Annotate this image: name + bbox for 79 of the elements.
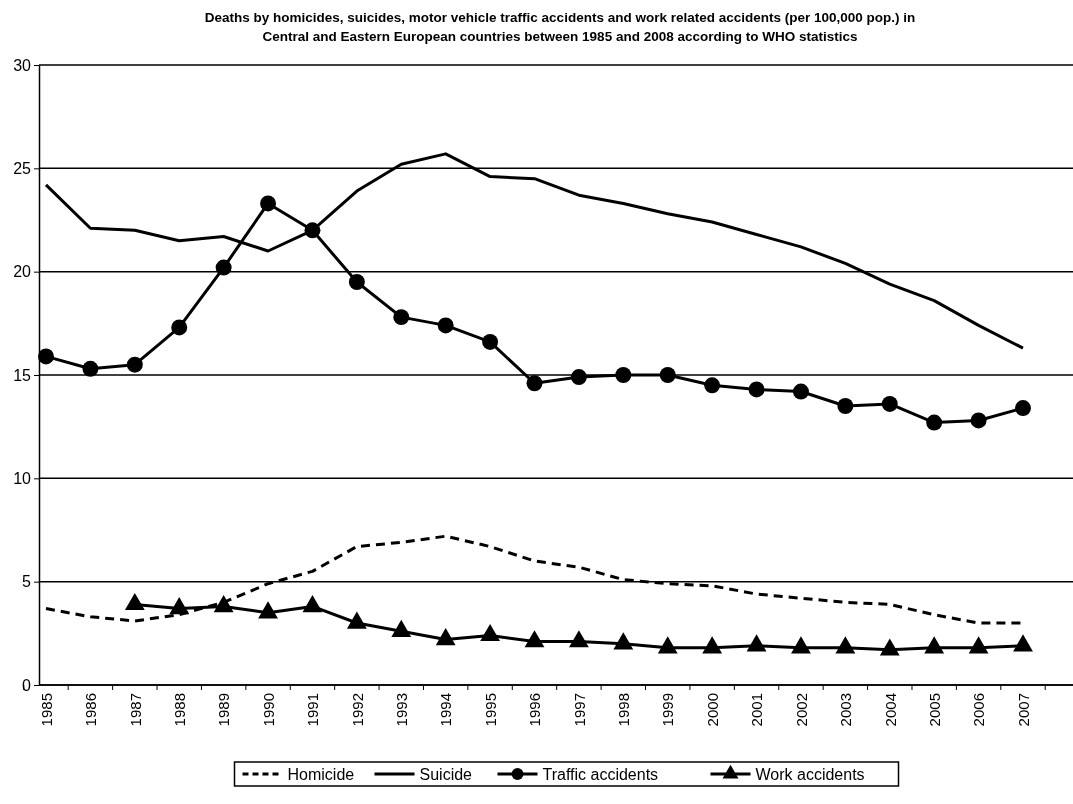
point <box>970 412 987 429</box>
point <box>38 348 54 365</box>
point <box>835 636 856 654</box>
x-tick-label: 1995 <box>481 693 499 727</box>
x-tick-label: 1989 <box>215 693 233 727</box>
x-tick-label: 2004 <box>881 693 899 727</box>
legend-label: Suicide <box>419 766 473 783</box>
point <box>391 619 412 637</box>
legend-label: Work accidents <box>755 766 865 783</box>
point <box>348 274 365 290</box>
point <box>657 636 678 654</box>
point <box>304 222 321 239</box>
point <box>171 319 188 336</box>
point <box>526 375 543 392</box>
x-tick-label: 2000 <box>703 693 721 727</box>
x-tick-label: 1990 <box>259 693 277 727</box>
x-tick-label: 1998 <box>615 693 633 727</box>
point <box>435 628 456 646</box>
point <box>746 634 767 652</box>
point <box>924 636 945 654</box>
x-tick-label: 1992 <box>348 693 366 727</box>
x-tick-label: 1997 <box>570 693 588 727</box>
point <box>837 398 854 414</box>
y-tick-label: 25 <box>13 159 32 177</box>
x-tick-label: 2005 <box>925 693 943 727</box>
y-tick-label: 20 <box>13 263 32 281</box>
point <box>659 367 676 383</box>
point <box>792 383 809 400</box>
point <box>879 638 900 656</box>
x-tick-label: 1991 <box>304 693 322 727</box>
legend-label: Homicide <box>287 766 355 783</box>
y-tick-label: 5 <box>22 573 32 591</box>
point <box>126 356 143 373</box>
x-tick-label: 2006 <box>970 693 988 727</box>
point <box>791 636 811 654</box>
point <box>748 381 765 398</box>
point <box>569 630 589 648</box>
x-tick-label: 1994 <box>437 693 455 727</box>
point <box>215 259 232 276</box>
point <box>480 623 500 642</box>
point <box>260 195 277 212</box>
point <box>346 611 367 629</box>
x-tick-label: 2007 <box>1014 693 1032 727</box>
point <box>704 377 721 394</box>
point <box>926 414 943 431</box>
point <box>82 360 99 377</box>
point <box>437 317 454 334</box>
point <box>524 630 545 648</box>
point <box>258 601 278 619</box>
x-tick-label: 1985 <box>37 693 55 727</box>
chart-title: Deaths by homicides, suicides, motor vehicle traffic accidents and work related accidents (per 100,000 pop.) in Central and Eastern European countries between 1985 and 2008 according to WHO statistics <box>204 10 916 44</box>
x-tick-label: 2001 <box>748 693 766 727</box>
point <box>124 592 145 611</box>
point <box>613 632 634 650</box>
x-tick-label: 2002 <box>792 693 810 727</box>
point <box>1015 400 1031 417</box>
x-tick-label: 1993 <box>393 693 411 727</box>
point <box>302 595 323 613</box>
point <box>881 395 898 412</box>
point <box>1013 634 1033 652</box>
point <box>968 636 989 654</box>
x-tick-label: 2003 <box>837 693 855 727</box>
y-tick-label: 30 <box>13 56 32 74</box>
legend-label: Traffic accidents <box>542 766 659 783</box>
x-tick-label: 1988 <box>170 693 188 727</box>
y-tick-label: 10 <box>13 469 32 487</box>
x-tick-label: 1987 <box>126 693 144 727</box>
point <box>615 367 632 383</box>
point <box>702 636 723 654</box>
point <box>570 369 587 386</box>
y-tick-label: 0 <box>22 676 32 694</box>
point <box>393 309 410 326</box>
point <box>169 597 190 615</box>
x-tick-label: 1996 <box>526 693 544 727</box>
point <box>213 595 234 613</box>
point <box>482 333 499 350</box>
x-tick-label: 1986 <box>82 693 100 727</box>
x-tick-label: 1999 <box>659 693 677 727</box>
y-tick-label: 15 <box>13 366 32 384</box>
